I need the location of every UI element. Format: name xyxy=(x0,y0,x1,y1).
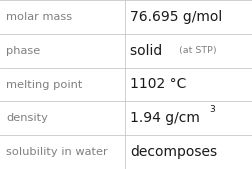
Text: 1102 °C: 1102 °C xyxy=(130,78,186,91)
Text: melting point: melting point xyxy=(6,79,83,90)
Text: solid: solid xyxy=(130,44,171,58)
Text: decomposes: decomposes xyxy=(130,145,217,159)
Text: solubility in water: solubility in water xyxy=(6,147,108,157)
Text: molar mass: molar mass xyxy=(6,12,72,22)
Text: density: density xyxy=(6,113,48,123)
Text: 1.94 g/cm: 1.94 g/cm xyxy=(130,111,200,125)
Text: phase: phase xyxy=(6,46,41,56)
Text: (at STP): (at STP) xyxy=(179,46,216,55)
Text: 3: 3 xyxy=(209,105,215,114)
Text: 76.695 g/mol: 76.695 g/mol xyxy=(130,10,222,24)
